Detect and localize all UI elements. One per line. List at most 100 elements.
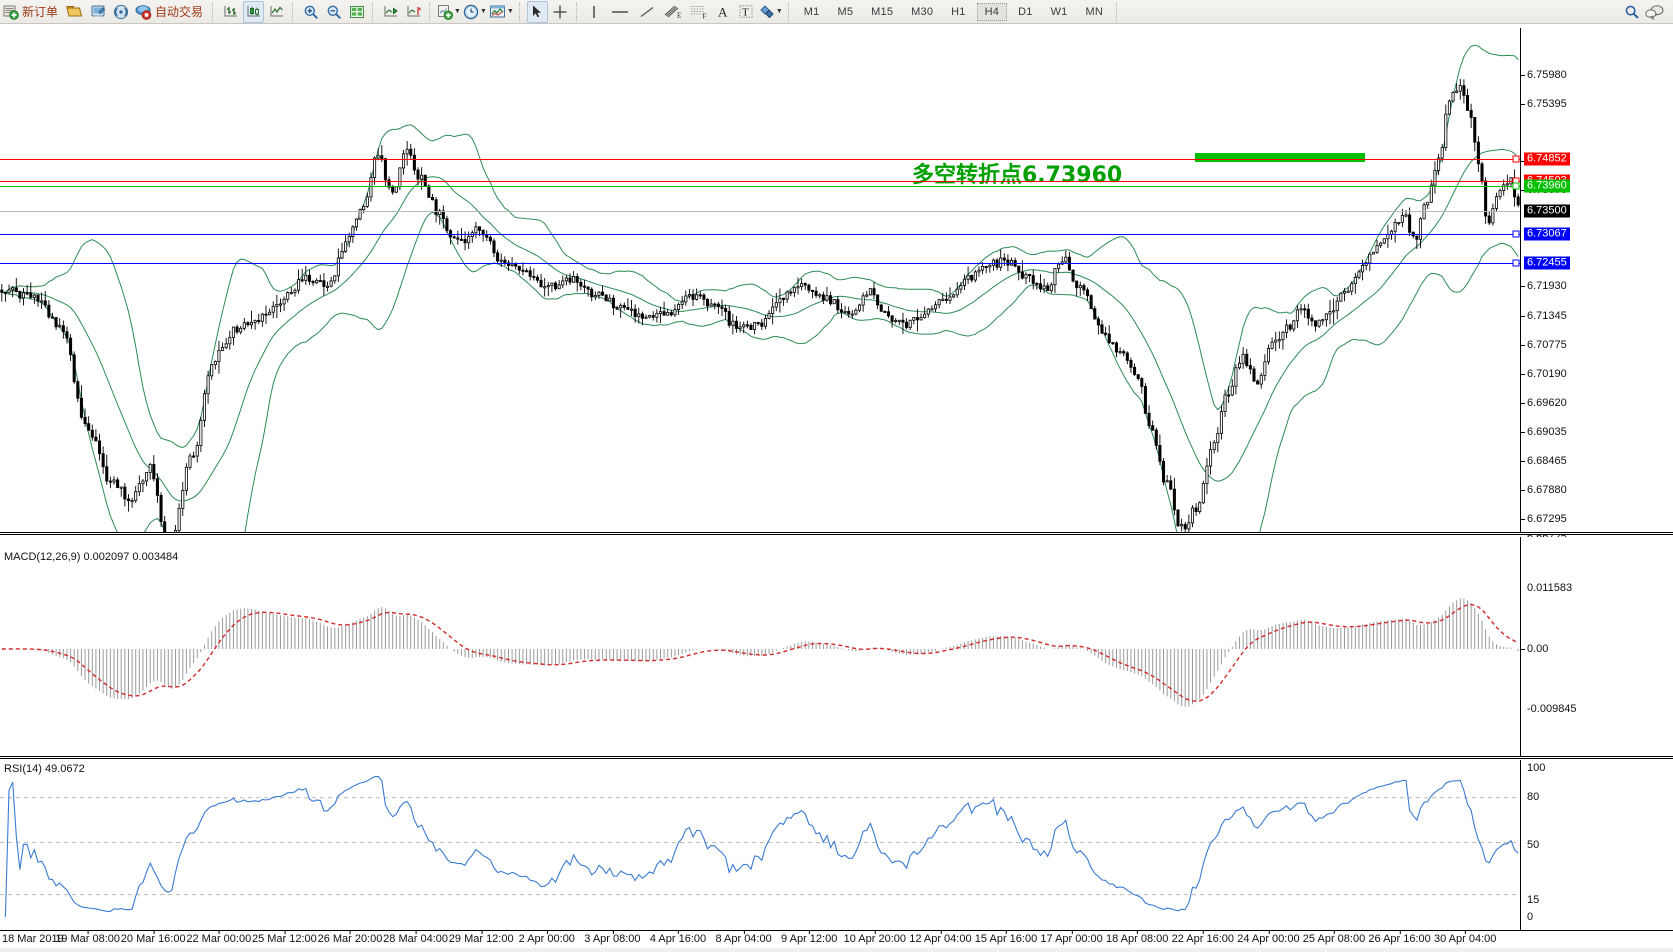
main-toolbar: 新订单 xyxy=(0,0,1673,24)
price-level-handle[interactable] xyxy=(1512,230,1520,238)
expert-advisors-button[interactable] xyxy=(64,1,85,23)
price-level-line[interactable] xyxy=(0,186,1520,187)
macd-tick: -0.009845 xyxy=(1527,703,1577,715)
price-level-label[interactable]: 6.73500 xyxy=(1524,204,1570,218)
text-icon: A xyxy=(716,4,730,20)
rsi-pane[interactable]: RSI(14) 49.0672 100 80 50 15 0 xyxy=(0,760,1673,930)
chevron-down-icon[interactable]: ▼ xyxy=(454,8,461,15)
time-tick: 20 Mar 16:00 xyxy=(121,930,186,945)
timeframe-h1[interactable]: H1 xyxy=(951,5,966,18)
time-tick: 4 Apr 16:00 xyxy=(650,930,706,945)
chart-autoscroll-icon xyxy=(406,4,422,19)
price-level-label[interactable]: 6.73067 xyxy=(1524,227,1570,241)
line-chart-button[interactable] xyxy=(266,1,287,23)
price-plot-area[interactable]: 多空转折点6.73960 xyxy=(0,28,1520,532)
time-tick: 22 Apr 16:00 xyxy=(1172,930,1234,945)
zoom-in-button[interactable] xyxy=(300,1,321,23)
metaeditor-button[interactable] xyxy=(87,1,108,23)
trendline-tool-button[interactable] xyxy=(635,1,659,23)
bar-chart-icon xyxy=(223,4,239,19)
price-tick: 6.67295 xyxy=(1521,513,1567,525)
timeframe-d1[interactable]: D1 xyxy=(1018,5,1033,18)
signals-button[interactable] xyxy=(110,1,131,23)
chevron-down-icon[interactable]: ▼ xyxy=(506,8,514,15)
templates-button[interactable]: ▼ xyxy=(489,1,514,23)
rsi-svg xyxy=(0,775,1520,918)
shapes-icon xyxy=(759,4,775,20)
time-tick: 25 Mar 12:00 xyxy=(252,930,317,945)
price-tick: 6.69035 xyxy=(1521,426,1567,438)
price-y-axis[interactable]: 6.759806.753956.742406.736706.719306.713… xyxy=(1521,28,1673,543)
price-level-line[interactable] xyxy=(0,263,1520,264)
chat-button[interactable] xyxy=(1644,1,1665,23)
price-level-handle[interactable] xyxy=(1512,155,1520,163)
add-indicator-button[interactable]: ▼ xyxy=(437,1,461,23)
timeframe-m5[interactable]: M5 xyxy=(837,5,854,18)
time-axis[interactable]: 18 Mar 2019 19 Mar 08:00 20 Mar 16:00 22 Ma… xyxy=(0,930,1673,952)
chart-grid-button[interactable] xyxy=(346,1,367,23)
candlestick-icon xyxy=(246,4,262,19)
time-tick: 29 Mar 12:00 xyxy=(449,930,514,945)
text-label-tool-button[interactable]: T xyxy=(736,1,757,23)
price-level-line[interactable] xyxy=(0,181,1520,182)
zoom-out-button[interactable] xyxy=(323,1,344,23)
time-tick: 19 Mar 08:00 xyxy=(55,930,120,945)
price-tick: 6.71930 xyxy=(1521,280,1567,292)
fibonacci-icon: F xyxy=(689,4,709,19)
chevron-down-icon[interactable]: ▼ xyxy=(479,8,487,15)
period-button[interactable]: ▼ xyxy=(463,1,487,23)
timeframe-mn[interactable]: MN xyxy=(1085,5,1103,18)
price-tick: 6.69620 xyxy=(1521,397,1567,409)
chart-autoscroll-button[interactable] xyxy=(403,1,424,23)
rsi-y-axis: 100 80 50 15 0 xyxy=(1521,760,1673,930)
clock-icon xyxy=(463,4,479,20)
vertical-line-icon xyxy=(589,4,599,20)
bar-chart-button[interactable] xyxy=(220,1,241,23)
pane-separator-2[interactable] xyxy=(0,756,1673,759)
toolbar-separator xyxy=(518,2,522,21)
price-level-label[interactable]: 6.72455 xyxy=(1524,256,1570,270)
timeframe-w1[interactable]: W1 xyxy=(1050,5,1068,18)
price-level-line[interactable] xyxy=(0,159,1520,160)
text-tool-button[interactable]: A xyxy=(713,1,734,23)
cursor-tool-button[interactable] xyxy=(526,0,548,23)
price-level-label[interactable]: 6.73960 xyxy=(1524,179,1570,193)
crosshair-icon xyxy=(552,4,568,20)
toolbar-separator xyxy=(212,2,215,21)
svg-text:T: T xyxy=(742,7,749,19)
rsi-plot-area[interactable] xyxy=(0,760,1520,930)
crosshair-tool-button[interactable] xyxy=(550,1,571,23)
macd-tick: 0.011583 xyxy=(1527,582,1573,594)
folder-icon xyxy=(66,4,83,19)
timeframe-m15[interactable]: M15 xyxy=(871,5,894,18)
horizontal-line-tool-button[interactable] xyxy=(607,1,633,23)
price-level-handle[interactable] xyxy=(1512,259,1520,267)
autotrading-icon xyxy=(135,4,152,20)
search-button[interactable] xyxy=(1621,1,1642,23)
fibonacci-tool-button[interactable]: F xyxy=(687,1,711,23)
macd-plot-area[interactable] xyxy=(0,537,1520,756)
price-level-handle[interactable] xyxy=(1512,182,1520,190)
trendline-icon xyxy=(638,5,656,19)
pane-separator-1[interactable] xyxy=(0,532,1673,535)
candlestick-chart-button[interactable] xyxy=(243,0,265,23)
equidistant-channel-tool-button[interactable]: E xyxy=(661,1,685,23)
rsi-tick: 0 xyxy=(1527,911,1534,923)
timeframe-m30[interactable]: M30 xyxy=(911,5,934,18)
price-level-label[interactable]: 6.74852 xyxy=(1524,152,1570,166)
new-order-icon xyxy=(3,4,19,20)
price-level-line[interactable] xyxy=(0,234,1520,235)
time-tick: 28 Mar 04:00 xyxy=(383,930,448,945)
timeframe-h4[interactable]: H4 xyxy=(976,2,1008,21)
macd-pane[interactable]: MACD(12,26,9) 0.002097 0.003484 0.011583… xyxy=(0,537,1673,756)
rsi-tick: 80 xyxy=(1527,791,1540,803)
timeframe-m1[interactable]: M1 xyxy=(803,5,820,18)
vertical-line-tool-button[interactable] xyxy=(584,1,605,23)
shapes-tool-button[interactable]: ▼ xyxy=(759,1,783,23)
chart-shift-button[interactable] xyxy=(380,1,401,23)
time-tick: 18 Mar 2019 xyxy=(2,933,64,945)
chevron-down-icon[interactable]: ▼ xyxy=(775,8,783,15)
price-chart-pane[interactable]: 多空转折点6.73960 6.759806.753956.742406.7367… xyxy=(0,28,1673,543)
autotrading-button[interactable]: 自动交易 xyxy=(133,1,207,23)
new-order-button[interactable]: 新订单 xyxy=(1,1,62,23)
